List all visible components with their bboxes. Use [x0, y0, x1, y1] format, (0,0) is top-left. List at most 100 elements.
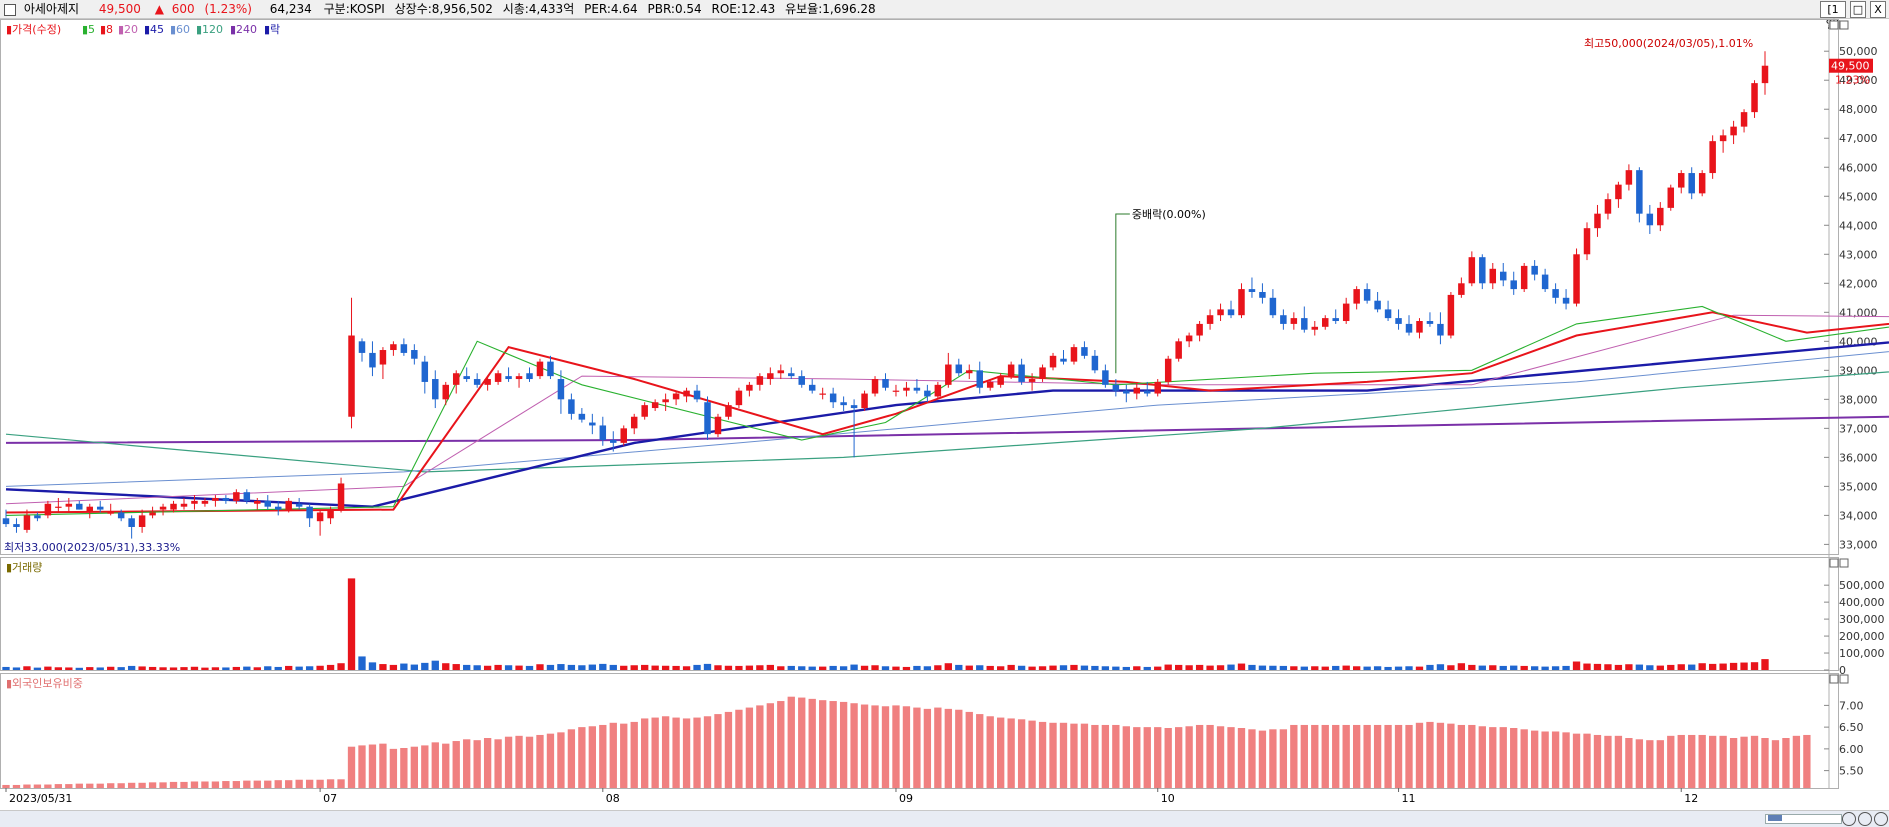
candle-body[interactable]	[505, 376, 512, 380]
volume-bar[interactable]	[515, 665, 523, 670]
candle-body[interactable]	[777, 370, 785, 374]
foreign-ratio-bar[interactable]	[955, 709, 963, 788]
foreign-ratio-bar[interactable]	[274, 780, 282, 788]
volume-bar[interactable]	[1750, 662, 1759, 670]
foreign-ratio-bar[interactable]	[337, 779, 345, 788]
volume-bar[interactable]	[766, 664, 774, 670]
period-button[interactable]: [1일]	[1820, 1, 1846, 31]
volume-bar[interactable]	[274, 666, 282, 670]
candle-body[interactable]	[1437, 323, 1444, 336]
volume-bar[interactable]	[599, 663, 607, 670]
foreign-ratio-bar[interactable]	[1551, 731, 1560, 788]
candle-body[interactable]	[1353, 289, 1360, 304]
foreign-ratio-bar[interactable]	[1007, 718, 1015, 788]
volume-bar[interactable]	[1258, 665, 1267, 670]
foreign-ratio-bar[interactable]	[107, 783, 115, 788]
volume-bar[interactable]	[1562, 665, 1570, 670]
volume-bar[interactable]	[1593, 663, 1602, 670]
volume-bar[interactable]	[892, 666, 900, 670]
candle-body[interactable]	[1227, 309, 1235, 316]
candle-body[interactable]	[997, 376, 1004, 385]
candle-body[interactable]	[1468, 257, 1476, 284]
candle-body[interactable]	[1740, 112, 1748, 127]
volume-bar[interactable]	[1688, 664, 1696, 670]
candle-body[interactable]	[1259, 292, 1266, 298]
candle-body[interactable]	[1730, 126, 1737, 136]
candle-body[interactable]	[1719, 135, 1727, 142]
volume-bar[interactable]	[902, 666, 911, 670]
candle-body[interactable]	[1133, 387, 1141, 394]
volume-bar[interactable]	[829, 665, 837, 670]
volume-bar[interactable]	[630, 665, 638, 670]
foreign-ratio-bar[interactable]	[860, 704, 869, 788]
volume-bar[interactable]	[504, 665, 513, 670]
volume-bar[interactable]	[473, 665, 481, 670]
candle-body[interactable]	[662, 399, 669, 403]
candle-body[interactable]	[1499, 271, 1507, 281]
volume-bar[interactable]	[1112, 666, 1120, 670]
volume-bar[interactable]	[107, 666, 115, 670]
volume-bar[interactable]	[232, 666, 241, 670]
candle-body[interactable]	[1322, 318, 1329, 327]
volume-bar[interactable]	[305, 666, 314, 670]
foreign-ratio-bar[interactable]	[400, 748, 408, 788]
foreign-ratio-bar[interactable]	[1070, 723, 1078, 788]
foreign-ratio-bar[interactable]	[1510, 728, 1518, 788]
candle-body[interactable]	[767, 373, 774, 380]
candle-body[interactable]	[1007, 364, 1015, 377]
foreign-ratio-bar[interactable]	[410, 746, 419, 788]
foreign-ratio-bar[interactable]	[850, 703, 858, 788]
volume-bar[interactable]	[588, 664, 596, 670]
foreign-ratio-bar[interactable]	[536, 734, 544, 788]
volume-bar[interactable]	[1583, 663, 1591, 670]
volume-bar[interactable]	[222, 667, 230, 670]
volume-bar[interactable]	[1436, 664, 1445, 670]
volume-bar[interactable]	[578, 665, 586, 670]
volume-bar[interactable]	[1070, 664, 1078, 670]
candle-body[interactable]	[725, 405, 732, 417]
foreign-ratio-bar[interactable]	[33, 784, 42, 788]
foreign-ratio-bar[interactable]	[1112, 724, 1120, 788]
candle-body[interactable]	[630, 416, 638, 429]
volume-bar[interactable]	[1384, 666, 1392, 670]
candle-body[interactable]	[735, 390, 743, 406]
candle-body[interactable]	[243, 492, 251, 501]
candle-body[interactable]	[976, 370, 983, 388]
candle-body[interactable]	[421, 361, 429, 382]
candle-body[interactable]	[547, 361, 554, 377]
volume-bar[interactable]	[1017, 665, 1026, 670]
volume-bar[interactable]	[1457, 663, 1466, 670]
candle-body[interactable]	[65, 503, 73, 507]
zoom-in-icon[interactable]	[1858, 812, 1872, 826]
foreign-ratio-bar[interactable]	[483, 738, 492, 788]
candle-body[interactable]	[1751, 83, 1758, 113]
foreign-ratio-bar[interactable]	[1258, 730, 1267, 788]
volume-bar[interactable]	[75, 667, 83, 670]
candle-body[interactable]	[1520, 265, 1528, 290]
volume-bar[interactable]	[1373, 666, 1382, 670]
volume-bar[interactable]	[494, 664, 502, 670]
volume-bar[interactable]	[337, 663, 345, 670]
volume-bar[interactable]	[44, 666, 52, 670]
foreign-ratio-bar[interactable]	[609, 722, 617, 788]
candle-body[interactable]	[1583, 228, 1591, 255]
candle-body[interactable]	[913, 387, 921, 391]
foreign-ratio-bar[interactable]	[1646, 740, 1654, 788]
volume-bar[interactable]	[609, 664, 617, 670]
volume-bar[interactable]	[1405, 666, 1413, 670]
candle-body[interactable]	[641, 405, 648, 417]
volume-bar[interactable]	[1447, 665, 1455, 670]
candle-body[interactable]	[23, 515, 31, 530]
candle-body[interactable]	[1206, 315, 1214, 324]
candle-body[interactable]	[1395, 318, 1402, 324]
candle-body[interactable]	[233, 492, 240, 501]
candle-body[interactable]	[1175, 341, 1182, 359]
candle-body[interactable]	[180, 503, 188, 507]
candle-body[interactable]	[808, 384, 816, 391]
foreign-ratio-bar[interactable]	[986, 716, 994, 788]
volume-bar[interactable]	[1489, 665, 1497, 670]
foreign-ratio-bar[interactable]	[557, 732, 565, 788]
volume-bar[interactable]	[23, 666, 31, 670]
foreign-ratio-bar[interactable]	[525, 736, 534, 788]
foreign-ratio-bar[interactable]	[766, 703, 774, 788]
